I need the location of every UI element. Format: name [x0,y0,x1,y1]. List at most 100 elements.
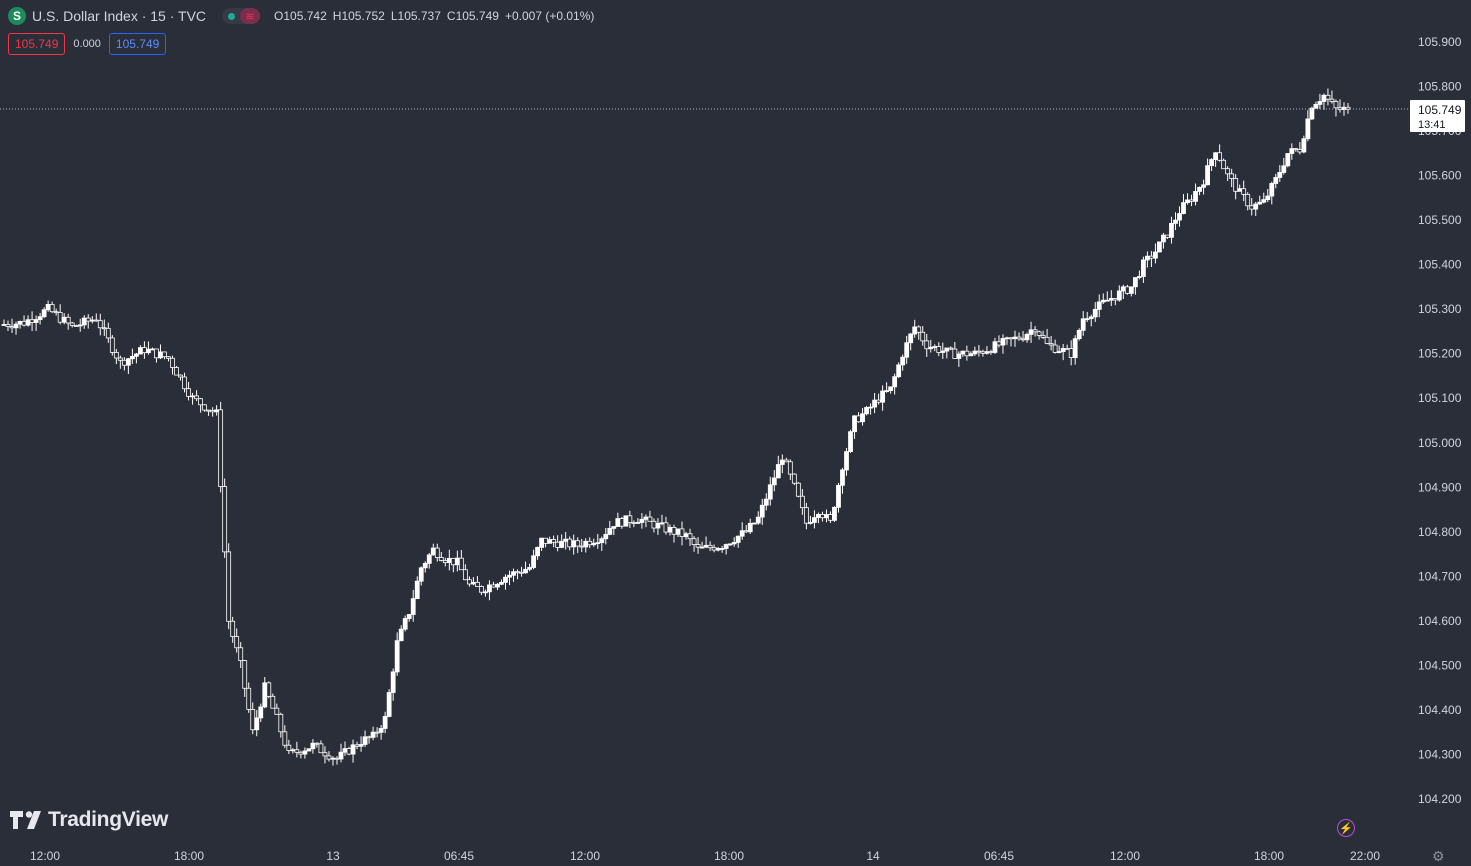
candle-body[interactable] [85,317,91,322]
candle-body[interactable] [1032,329,1038,333]
candle-body[interactable] [651,520,657,529]
candle-body[interactable] [186,388,191,397]
candle-body[interactable] [675,528,681,535]
candle-body[interactable] [1237,188,1243,192]
candle-body[interactable] [422,562,428,569]
candle-body[interactable] [410,598,416,615]
candle-body[interactable] [17,320,23,325]
candle-body[interactable] [799,495,805,509]
candle-body[interactable] [266,682,272,697]
candle-body[interactable] [125,358,131,366]
candle-body[interactable] [1161,234,1166,243]
candle-body[interactable] [77,324,83,327]
candle-body[interactable] [190,395,195,398]
candle-body[interactable] [631,522,637,525]
candle-body[interactable] [884,390,890,392]
candle-body[interactable] [860,413,865,423]
candle-body[interactable] [1104,299,1110,302]
candle-body[interactable] [575,540,581,547]
candle-body[interactable] [503,576,508,583]
candle-body[interactable] [487,584,492,593]
candle-body[interactable] [1145,255,1150,261]
candle-body[interactable] [832,506,837,521]
candle-body[interactable] [691,538,697,545]
candle-body[interactable] [458,557,464,571]
candle-body[interactable] [1245,193,1251,207]
candle-body[interactable] [378,728,384,733]
candle-body[interactable] [13,323,19,329]
candle-body[interactable] [783,459,789,463]
candle-body[interactable] [121,359,127,366]
candle-body[interactable] [5,324,11,327]
candle-body[interactable] [290,749,296,752]
candle-body[interactable] [1096,301,1102,310]
candle-body[interactable] [338,751,344,760]
candle-body[interactable] [868,406,873,409]
candle-body[interactable] [354,744,360,747]
candle-body[interactable] [250,709,256,731]
candle-body[interactable] [515,571,520,574]
candle-body[interactable] [1185,199,1190,204]
candle-body[interactable] [1189,199,1194,202]
candle-body[interactable] [563,538,569,542]
candle-body[interactable] [1128,286,1134,294]
candle-body[interactable] [603,533,609,540]
candle-body[interactable] [507,574,512,578]
candle-body[interactable] [659,522,665,525]
candle-body[interactable] [1225,168,1231,175]
candle-body[interactable] [1024,333,1030,341]
candle-body[interactable] [615,518,621,527]
candle-body[interactable] [93,319,99,322]
candle-body[interactable] [166,356,171,359]
candle-body[interactable] [643,516,649,520]
candle-body[interactable] [414,580,420,600]
candle-body[interactable] [81,317,87,326]
candle-body[interactable] [466,579,472,585]
settings-gear-icon[interactable]: ⚙ [1432,848,1445,864]
candle-body[interactable] [334,757,340,760]
candle-body[interactable] [41,309,47,318]
market-open-dot-icon[interactable] [222,8,240,24]
candle-body[interactable] [314,742,320,745]
candle-body[interactable] [920,331,926,342]
candle-body[interactable] [1217,152,1223,161]
candle-body[interactable] [49,304,55,313]
candle-body[interactable] [1116,290,1122,301]
candle-body[interactable] [583,540,589,548]
candle-body[interactable] [635,522,641,524]
candle-body[interactable] [803,507,809,524]
candle-body[interactable] [475,581,480,587]
candle-body[interactable] [310,742,316,750]
candle-body[interactable] [1124,286,1130,294]
candle-body[interactable] [398,628,404,642]
candle-body[interactable] [89,319,95,322]
candle-body[interactable] [948,347,954,350]
candle-body[interactable] [146,348,151,354]
candle-body[interactable] [1076,329,1082,340]
candle-body[interactable] [109,337,115,353]
candle-body[interactable] [539,537,544,548]
candle-body[interactable] [767,484,773,500]
candle-body[interactable] [1165,234,1170,238]
candle-body[interactable] [719,548,725,550]
candle-body[interactable] [836,484,841,508]
candle-body[interactable] [880,390,886,403]
candle-body[interactable] [1136,276,1142,278]
candle-body[interactable] [844,451,849,471]
candle-body[interactable] [940,350,946,353]
candle-body[interactable] [964,350,970,357]
candle-body[interactable] [663,522,669,533]
dollar-symbol-icon[interactable]: S [8,7,26,25]
candle-body[interactable] [956,353,962,359]
candle-body[interactable] [611,526,617,529]
candle-body[interactable] [9,326,15,329]
candle-body[interactable] [1197,186,1202,192]
candle-body[interactable] [555,541,561,548]
candle-body[interactable] [318,743,324,754]
candle-body[interactable] [936,346,942,353]
candle-body[interactable] [270,695,276,709]
candle-body[interactable] [1261,199,1267,203]
candle-body[interactable] [816,514,821,519]
candle-body[interactable] [158,351,163,359]
candle-body[interactable] [771,477,777,486]
